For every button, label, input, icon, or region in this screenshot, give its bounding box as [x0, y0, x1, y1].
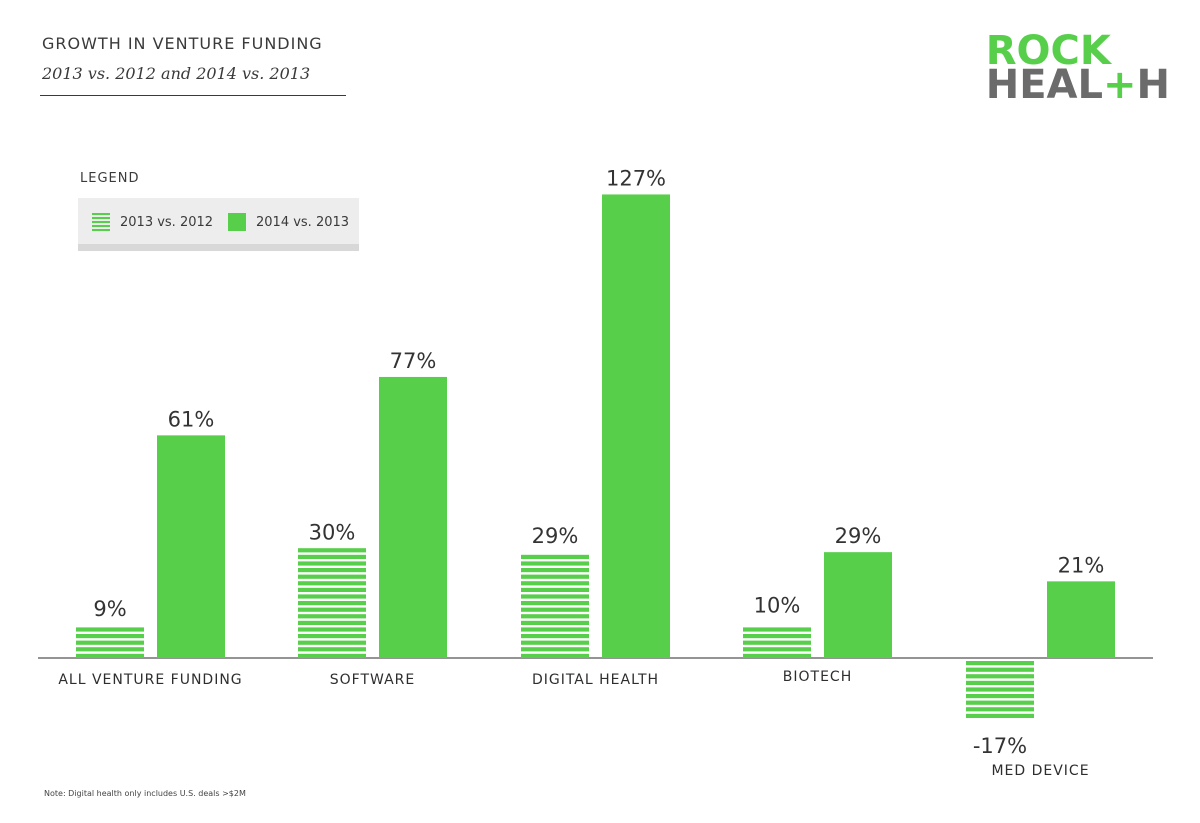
chart-subtitle: 2013 vs. 2012 and 2014 vs. 2013	[42, 64, 311, 83]
category-label-3: BIOTECH	[783, 669, 852, 685]
bar-2013-0	[76, 627, 144, 658]
value-label-s1-3: 29%	[835, 524, 882, 548]
value-label-s0-0: 9%	[93, 597, 126, 621]
legend-item-2014: 2014 vs. 2013	[228, 213, 349, 231]
bar-2013-3	[743, 627, 811, 658]
bar-2014-1	[379, 376, 447, 658]
value-label-s0-1: 30%	[309, 521, 356, 545]
bar-2013-1	[298, 548, 366, 658]
logo-line-2: HEAL+H	[986, 65, 1170, 105]
legend-title: LEGEND	[80, 171, 140, 186]
value-label-s0-3: 10%	[754, 594, 801, 618]
bar-2013-4	[966, 661, 1034, 718]
value-label-s0-4: -17%	[973, 734, 1027, 758]
value-label-s1-2: 127%	[606, 166, 666, 190]
rock-health-logo: ROCK HEAL+H	[985, 28, 1170, 105]
legend-label-2013: 2013 vs. 2012	[120, 214, 214, 230]
category-label-0: ALL VENTURE FUNDING	[58, 672, 242, 688]
legend-item-2013: 2013 vs. 2012	[92, 213, 213, 231]
logo-plus-icon: +	[1103, 62, 1137, 108]
category-label-2: DIGITAL HEALTH	[532, 672, 659, 688]
chart-title: GROWTH IN VENTURE FUNDING	[42, 34, 323, 53]
category-label-4: MED DEVICE	[991, 763, 1089, 779]
logo-line-2b: H	[1136, 62, 1170, 108]
category-label-1: SOFTWARE	[330, 672, 416, 688]
value-label-s1-0: 61%	[168, 407, 215, 431]
bar-2014-4	[1047, 581, 1115, 658]
striped-swatch-icon	[92, 213, 110, 231]
logo-line-2a: HEAL	[985, 62, 1103, 108]
legend-label-2014: 2014 vs. 2013	[256, 214, 350, 230]
title-divider	[40, 95, 346, 96]
solid-swatch-icon	[228, 213, 246, 231]
logo-line-1: ROCK	[985, 28, 1111, 74]
value-label-s0-2: 29%	[532, 524, 579, 548]
bar-2014-0	[157, 435, 225, 658]
value-label-s1-1: 77%	[390, 349, 437, 373]
legend: 2013 vs. 2012 2014 vs. 2013	[78, 198, 359, 251]
bar-2014-2	[602, 194, 670, 658]
value-label-s1-4: 21%	[1058, 553, 1105, 577]
footnote: Note: Digital health only includes U.S. …	[44, 789, 246, 798]
bar-2014-3	[824, 552, 892, 658]
bar-2013-2	[521, 554, 589, 658]
